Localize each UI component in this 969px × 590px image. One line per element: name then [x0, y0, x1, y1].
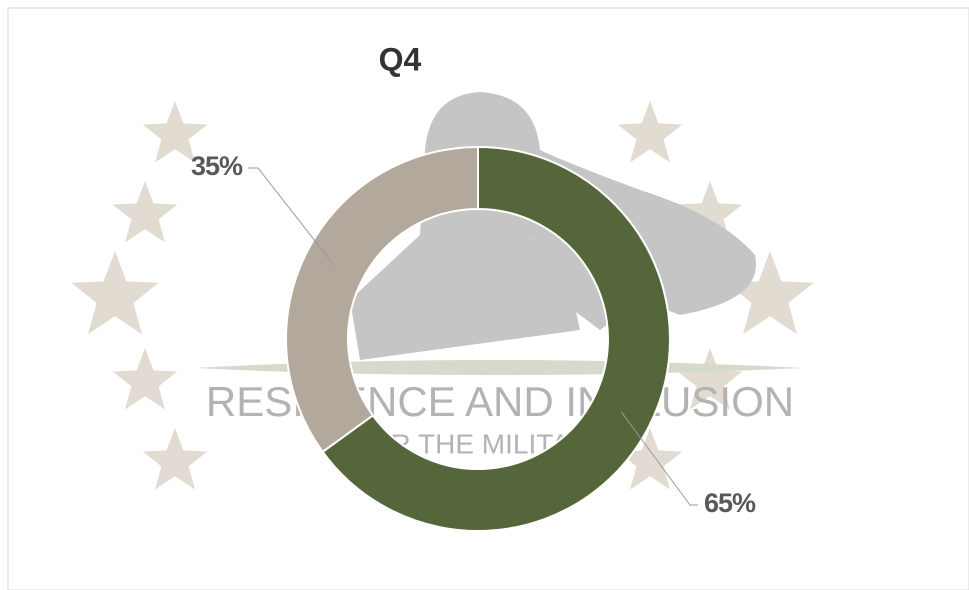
chart: RESILIENCE AND INCLUSION FOR THE MILITAR… [0, 0, 969, 590]
data-label: 35% [191, 151, 243, 181]
chart-title: Q4 [379, 41, 422, 77]
data-label: 65% [704, 488, 756, 518]
